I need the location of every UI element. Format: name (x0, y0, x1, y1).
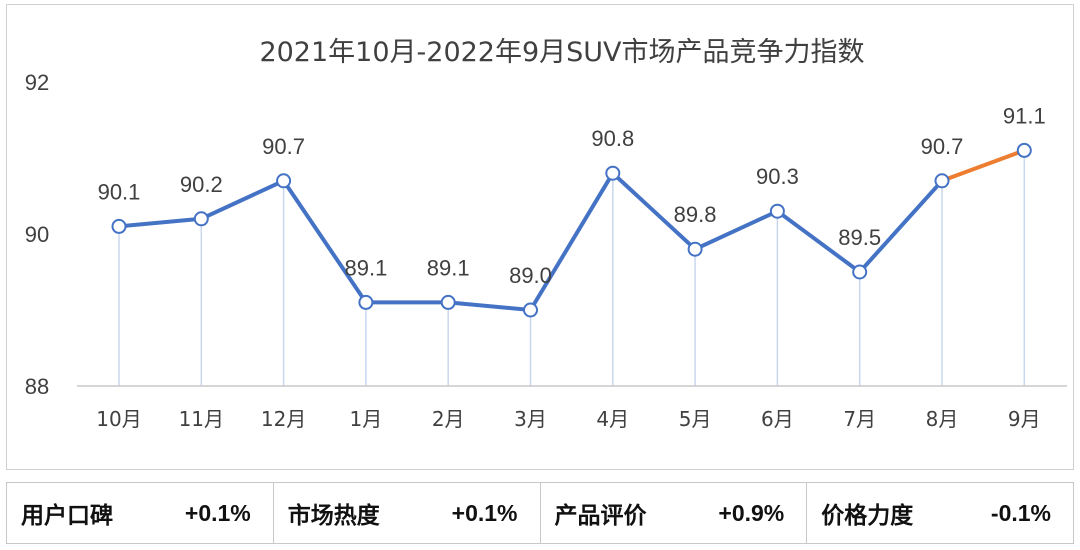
x-tick-label: 1月 (350, 407, 383, 431)
x-tick-label: 10月 (96, 407, 141, 431)
metric-label: 市场热度 (287, 503, 380, 529)
metric-value: -0.1% (990, 499, 1051, 526)
data-label: 91.1 (1003, 103, 1046, 128)
line-segment (857, 178, 944, 274)
data-label: 90.1 (98, 179, 141, 204)
highlight-line-segment (940, 148, 1027, 183)
x-tick-label: 3月 (514, 407, 547, 431)
data-point-marker (440, 294, 456, 310)
x-tick-label: 11月 (179, 407, 224, 431)
line-segment (281, 178, 368, 305)
data-point-marker (193, 211, 209, 227)
data-point-marker (769, 203, 785, 219)
x-tick-label: 8月 (926, 407, 959, 431)
data-point-marker (523, 302, 538, 318)
data-label: 89.1 (427, 255, 470, 280)
data-point-marker (934, 173, 950, 189)
line-segment (117, 216, 204, 229)
data-point-marker (276, 173, 292, 189)
metric-user-reputation: 用户口碑 +0.1% (7, 483, 274, 543)
data-point-marker (605, 165, 621, 181)
data-point-marker (852, 264, 868, 280)
line-chart: 2021年10月-2022年9月SUV市场产品竞争力指数 88 90 92 10月 1… (25, 37, 1067, 431)
y-tick-label: 92 (25, 70, 49, 95)
data-label: 90.7 (262, 134, 305, 159)
y-tick-label: 90 (25, 222, 49, 247)
metric-label: 用户口碑 (21, 503, 113, 529)
line-segment (446, 300, 533, 312)
data-point-marker (358, 294, 374, 310)
metrics-bar: 用户口碑 +0.1% 市场热度 +0.1% 产品评价 +0.9% 价格力度 -0… (6, 482, 1074, 544)
data-label: 90.2 (180, 172, 223, 197)
data-label: 90.8 (591, 126, 634, 151)
data-point-marker (1016, 142, 1032, 158)
line-segment (199, 178, 286, 221)
data-label: 90.3 (756, 164, 799, 189)
x-tick-label: 2月 (432, 407, 465, 431)
x-tick-label: 9月 (1008, 407, 1041, 431)
data-label: 89.8 (674, 202, 717, 227)
metric-market-heat: 市场热度 +0.1% (274, 483, 541, 543)
data-point-marker (111, 218, 127, 234)
x-tick-label: 5月 (679, 407, 712, 431)
data-label: 89.5 (838, 225, 881, 250)
metric-value: +0.1% (451, 499, 518, 526)
line-segment (693, 209, 780, 252)
data-label: 89.1 (344, 255, 387, 280)
x-tick-label: 12月 (261, 407, 306, 431)
line-segment (610, 171, 698, 252)
metric-price-strength: 价格力度 -0.1% (807, 483, 1073, 543)
x-tick-label: 6月 (761, 407, 794, 431)
data-label: 89.0 (509, 263, 552, 288)
metric-label: 产品评价 (554, 503, 647, 529)
y-tick-label: 88 (25, 374, 49, 399)
x-tick-label: 4月 (596, 407, 629, 431)
chart-title: 2021年10月-2022年9月SUV市场产品竞争力指数 (259, 37, 864, 68)
line-segment (775, 209, 862, 274)
metric-value: +0.9% (718, 499, 785, 526)
metric-label: 价格力度 (821, 503, 914, 529)
chart-frame: 2021年10月-2022年9月SUV市场产品竞争力指数 88 90 92 10月 1… (6, 4, 1074, 470)
metric-product-rating: 产品评价 +0.9% (541, 483, 808, 543)
line-segment (528, 171, 615, 312)
x-tick-label: 7月 (843, 407, 876, 431)
metric-value: +0.1% (184, 499, 251, 526)
data-label: 90.7 (921, 134, 964, 159)
data-point-marker (687, 241, 703, 257)
